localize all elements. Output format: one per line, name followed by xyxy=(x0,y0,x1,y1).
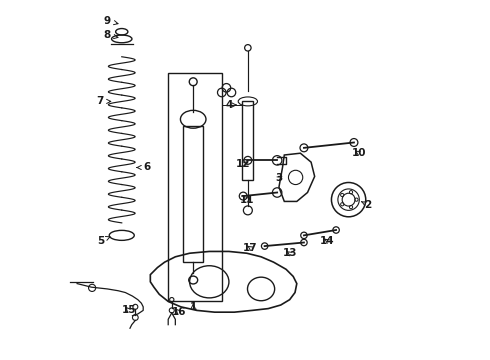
Text: 12: 12 xyxy=(236,159,250,169)
Text: 1: 1 xyxy=(190,302,197,312)
Text: 16: 16 xyxy=(172,307,186,317)
Bar xyxy=(168,73,222,301)
Text: 17: 17 xyxy=(243,243,258,253)
Text: 6: 6 xyxy=(137,162,150,172)
Text: 9: 9 xyxy=(104,16,118,26)
Text: 11: 11 xyxy=(240,195,254,204)
Text: 15: 15 xyxy=(122,305,136,315)
Text: 5: 5 xyxy=(97,236,110,246)
Text: 14: 14 xyxy=(320,236,335,246)
Text: 10: 10 xyxy=(352,148,367,158)
Text: 8: 8 xyxy=(104,30,118,40)
Text: 3: 3 xyxy=(275,173,283,183)
Bar xyxy=(243,102,253,180)
Text: 2: 2 xyxy=(362,200,372,210)
Text: 4: 4 xyxy=(225,100,236,110)
Bar xyxy=(183,126,203,262)
Text: 7: 7 xyxy=(97,96,111,107)
Text: 13: 13 xyxy=(282,248,297,258)
